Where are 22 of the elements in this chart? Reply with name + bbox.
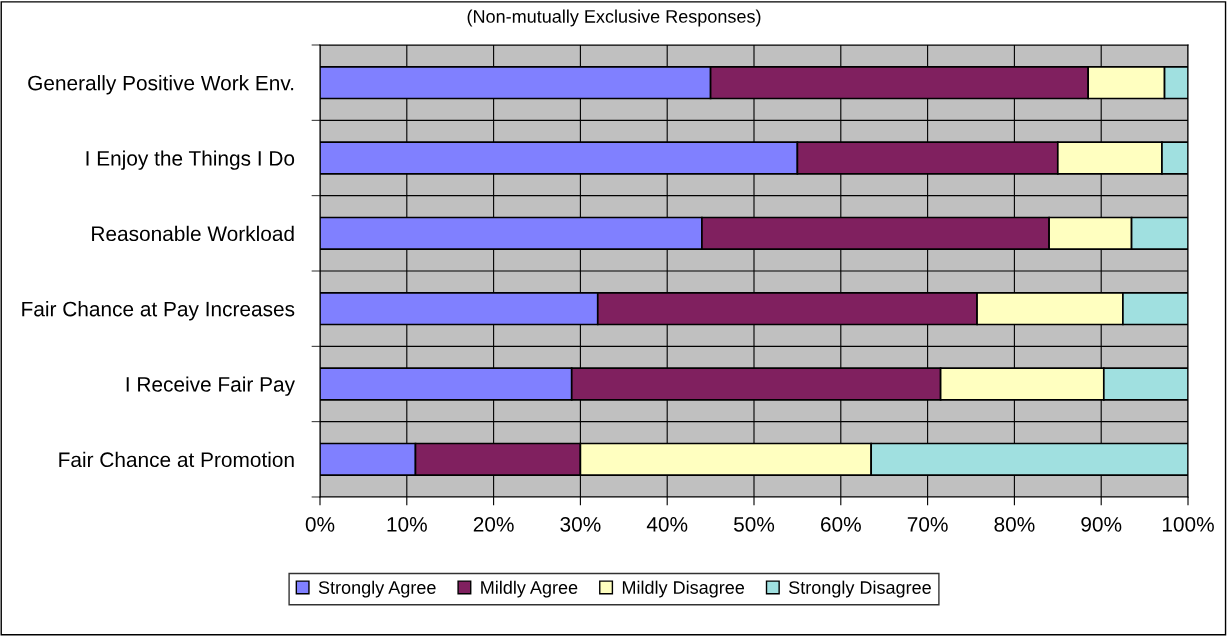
- legend-label: Mildly Disagree: [622, 580, 745, 598]
- chart-title: (Non-mutually Exclusive Responses): [467, 9, 761, 27]
- x-tick-label: 40%: [646, 516, 688, 532]
- x-tick-label: 100%: [1162, 516, 1214, 532]
- x-tick-label: 60%: [821, 516, 861, 532]
- legend-label: Strongly Agree: [318, 580, 436, 598]
- y-tick-label: Reasonable Workload: [92, 225, 294, 242]
- x-tick-label: 0%: [305, 516, 335, 532]
- legend-label: Strongly Disagree: [789, 580, 931, 598]
- legend-label: Mildly Agree: [481, 580, 578, 598]
- y-tick-label: Fair Chance at Promotion: [59, 451, 294, 468]
- y-tick-label: Generally Positive Work Env.: [28, 75, 294, 95]
- x-tick-label: 20%: [473, 516, 514, 532]
- x-tick-label: 70%: [907, 516, 948, 532]
- x-tick-label: 90%: [1081, 516, 1122, 532]
- y-tick-label: Fair Chance at Pay Increases: [22, 301, 295, 321]
- x-tick-label: 80%: [994, 516, 1035, 532]
- y-tick-label: I Receive Fair Pay: [126, 376, 295, 396]
- x-tick-label: 10%: [387, 516, 427, 532]
- x-tick-label: 30%: [560, 516, 601, 532]
- y-tick-label: I Enjoy the Things I Do: [86, 150, 295, 170]
- x-tick-label: 50%: [733, 516, 775, 532]
